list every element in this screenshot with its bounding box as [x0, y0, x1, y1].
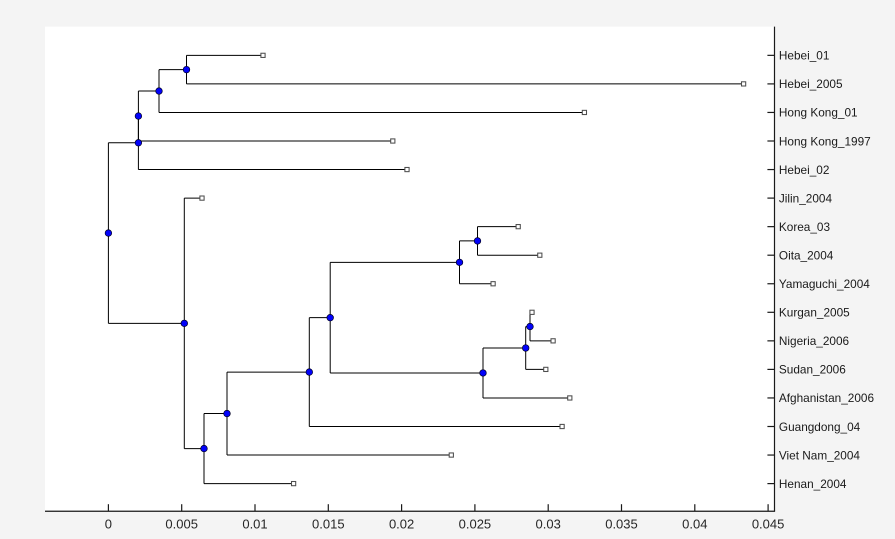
- svg-text:0.005: 0.005: [165, 516, 198, 531]
- svg-text:0.01: 0.01: [242, 516, 267, 531]
- svg-text:Oita_2004: Oita_2004: [779, 248, 834, 262]
- svg-text:Korea_03: Korea_03: [779, 220, 831, 234]
- svg-text:Guangdong_04: Guangdong_04: [779, 420, 861, 434]
- svg-text:Nigeria_2006: Nigeria_2006: [779, 334, 850, 348]
- svg-text:0.03: 0.03: [536, 516, 561, 531]
- svg-text:Hebei_01: Hebei_01: [779, 49, 830, 63]
- svg-text:Sudan_2006: Sudan_2006: [779, 363, 846, 377]
- svg-text:Jilin_2004: Jilin_2004: [779, 191, 833, 205]
- svg-text:Kurgan_2005: Kurgan_2005: [779, 306, 850, 320]
- svg-text:0: 0: [105, 516, 112, 531]
- svg-text:0.025: 0.025: [459, 516, 492, 531]
- svg-text:Hong Kong_01: Hong Kong_01: [779, 106, 858, 120]
- svg-text:Yamaguchi_2004: Yamaguchi_2004: [779, 277, 870, 291]
- svg-text:Afghanistan_2006: Afghanistan_2006: [779, 391, 875, 405]
- svg-text:Hebei_02: Hebei_02: [779, 163, 830, 177]
- svg-text:Henan_2004: Henan_2004: [779, 477, 847, 491]
- svg-text:0.045: 0.045: [752, 516, 785, 531]
- svg-text:Viet Nam_2004: Viet Nam_2004: [779, 448, 861, 462]
- svg-text:0.035: 0.035: [605, 516, 638, 531]
- svg-text:0.015: 0.015: [312, 516, 345, 531]
- svg-text:0.04: 0.04: [682, 516, 707, 531]
- svg-text:0.02: 0.02: [389, 516, 414, 531]
- svg-text:Hong Kong_1997: Hong Kong_1997: [779, 134, 871, 148]
- svg-text:Hebei_2005: Hebei_2005: [779, 77, 843, 91]
